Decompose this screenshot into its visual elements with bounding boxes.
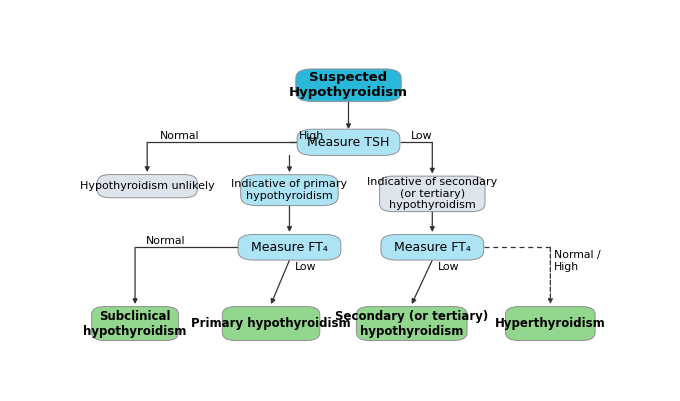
FancyBboxPatch shape [356,306,467,340]
Text: High: High [299,131,324,141]
FancyBboxPatch shape [296,69,401,101]
Text: Suspected
Hypothyroidism: Suspected Hypothyroidism [289,71,408,99]
FancyBboxPatch shape [222,306,320,340]
Text: Hyperthyroidism: Hyperthyroidism [495,317,606,330]
Text: Low: Low [411,131,432,141]
Text: Secondary (or tertiary)
hypothyroidism: Secondary (or tertiary) hypothyroidism [335,310,488,338]
FancyBboxPatch shape [505,306,595,340]
Text: Normal: Normal [146,236,185,246]
Text: Measure FT₄: Measure FT₄ [394,241,471,254]
Text: Indicative of secondary
(or tertiary)
hypothyroidism: Indicative of secondary (or tertiary) hy… [367,177,497,211]
Text: Low: Low [437,261,459,271]
FancyBboxPatch shape [381,235,483,260]
Text: Indicative of primary
hypothyroidism: Indicative of primary hypothyroidism [231,179,347,201]
FancyBboxPatch shape [97,174,197,198]
FancyBboxPatch shape [238,235,341,260]
Text: Measure FT₄: Measure FT₄ [251,241,328,254]
Text: Primary hypothyroidism: Primary hypothyroidism [191,317,351,330]
Text: Low: Low [294,261,316,271]
FancyBboxPatch shape [379,176,485,212]
FancyBboxPatch shape [92,306,179,340]
Text: Normal: Normal [160,131,200,141]
Text: Subclinical
hypothyroidism: Subclinical hypothyroidism [84,310,187,338]
FancyBboxPatch shape [297,129,400,156]
FancyBboxPatch shape [241,175,338,206]
Text: Hypothyroidism unlikely: Hypothyroidism unlikely [80,181,215,191]
Text: Measure TSH: Measure TSH [307,136,390,149]
Text: Normal /
High: Normal / High [554,250,600,272]
